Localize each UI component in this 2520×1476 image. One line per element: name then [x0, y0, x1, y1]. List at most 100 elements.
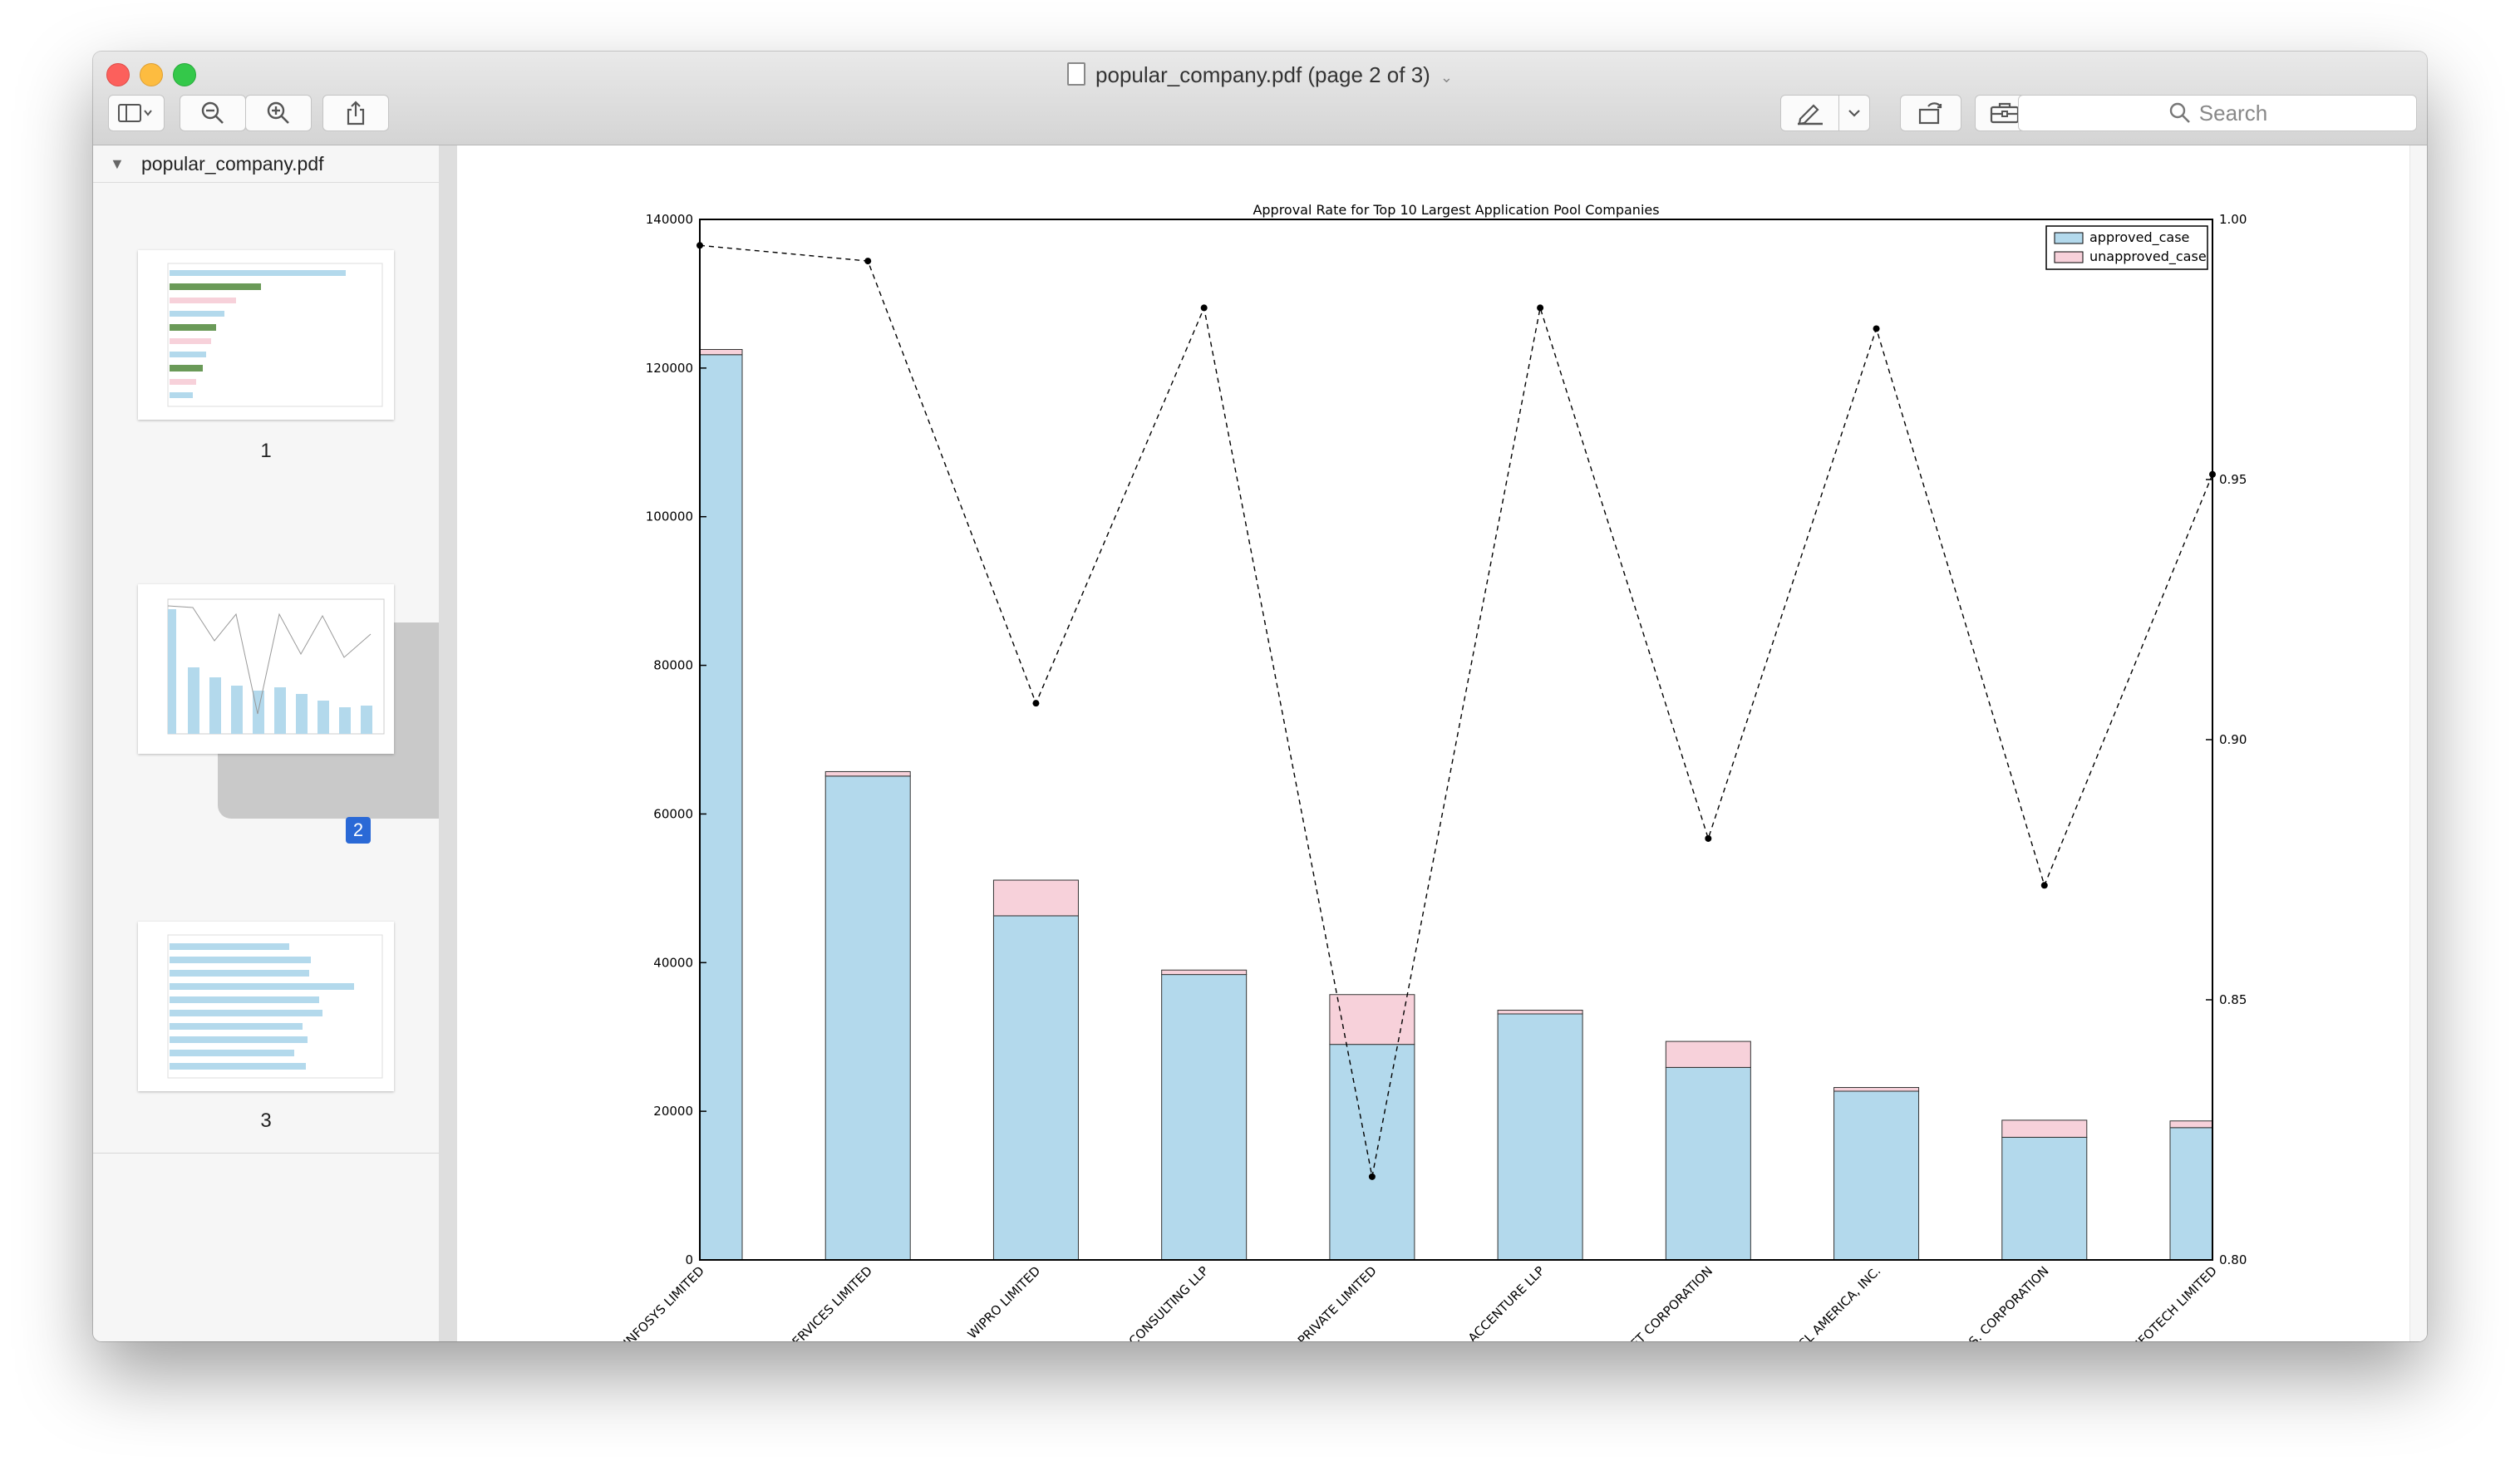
rate-point [2040, 882, 2048, 889]
x-tick-label: ACCENTURE LLP [1465, 1263, 1548, 1346]
rate-point [1873, 325, 1880, 332]
bar-unapproved_case [2169, 1120, 2213, 1129]
preview-window: popular_company.pdf (page 2 of 3) ⌄ [93, 52, 2427, 1341]
bar-approved_case [1161, 974, 1248, 1261]
legend-label-unapproved: unapproved_case [2089, 248, 2207, 265]
x-tick-label: WIPRO LIMITED [965, 1263, 1043, 1341]
y2-tick-label: 0.85 [2219, 992, 2247, 1007]
window-title[interactable]: popular_company.pdf (page 2 of 3) ⌄ [93, 60, 2427, 90]
page-thumbnail-label-2[interactable]: 2 [346, 817, 371, 844]
y2-tick-label: 0.90 [2219, 732, 2247, 747]
zoom-out-button[interactable] [180, 95, 246, 131]
bar-unapproved_case [1665, 1041, 1751, 1068]
sidebar-file-name: popular_company.pdf [141, 153, 324, 175]
rotate-icon [1918, 102, 1942, 125]
bar-approved_case [824, 775, 911, 1261]
bar-approved_case [699, 354, 743, 1261]
bar-unapproved_case [2001, 1119, 2088, 1138]
window-title-text: popular_company.pdf (page 2 of 3) [1095, 62, 1430, 87]
markup-pen-icon [1798, 104, 1823, 125]
approval-rate-line [699, 244, 2213, 1177]
rate-point [864, 258, 872, 265]
y-tick-label: 0 [685, 1252, 693, 1267]
markup-menu-button[interactable] [1838, 95, 1870, 131]
share-icon [347, 101, 365, 125]
rotate-button[interactable] [1900, 95, 1961, 131]
bar-unapproved_case [992, 879, 1079, 917]
legend-swatch-approved [2054, 232, 2084, 244]
thumbnail-sidebar: ▼ popular_company.pdf 1 [93, 145, 504, 1341]
legend-label-approved: approved_case [2089, 229, 2189, 246]
page-thumbnail-3[interactable] [138, 922, 394, 1091]
document-view[interactable] [457, 145, 2427, 1341]
plot-frame [699, 219, 2213, 1261]
x-tick-label: E CONSULTING LLP [1118, 1263, 1212, 1357]
y-tick-label: 20000 [653, 1104, 693, 1119]
title-bar: popular_company.pdf (page 2 of 3) ⌄ [93, 52, 2427, 145]
y-tick-label: 40000 [653, 955, 693, 970]
bar-approved_case [1665, 1066, 1751, 1261]
zoom-window-button[interactable] [173, 63, 196, 86]
bar-approved_case [1833, 1090, 1920, 1261]
zoom-in-button[interactable] [245, 95, 312, 131]
page-thumbnail-1[interactable] [138, 250, 394, 420]
x-tick-label: U.S. CORPORATION [1956, 1263, 2051, 1358]
search-placeholder: Search [2198, 100, 2268, 125]
search-field[interactable]: Search [2018, 95, 2417, 131]
markup-button[interactable] [1780, 95, 1840, 131]
bar-unapproved_case [824, 770, 911, 777]
y2-tick-label: 0.95 [2219, 472, 2247, 487]
search-icon [2169, 102, 2190, 123]
zoom-out-icon [201, 101, 224, 124]
x-tick-label: HCL AMERICA, INC. [1789, 1263, 1883, 1358]
title-chevron-down-icon[interactable]: ⌄ [1440, 69, 1453, 86]
bar-approved_case [1329, 1044, 1415, 1261]
page-thumbnail-2[interactable] [138, 584, 394, 754]
bar-unapproved_case [1161, 969, 1248, 976]
y-tick-label: 60000 [653, 806, 693, 821]
sidebar-file-row[interactable]: ▼ popular_company.pdf [93, 145, 439, 183]
zoom-in-icon [267, 101, 289, 124]
bar-unapproved_case [1329, 994, 1415, 1046]
minimize-window-button[interactable] [140, 63, 163, 86]
close-window-button[interactable] [106, 63, 130, 86]
document-scrollbar[interactable] [2409, 145, 2427, 1341]
bar-approved_case [2169, 1127, 2213, 1261]
bar-approved_case [2001, 1136, 2088, 1261]
pdf-document-icon [1067, 62, 1086, 86]
page-1-preview [167, 263, 383, 407]
y-tick-label: 80000 [653, 658, 693, 673]
bar-approved_case [992, 915, 1079, 1261]
sidebar-icon [118, 104, 152, 122]
page-2-preview [167, 598, 385, 735]
sidebar-toggle-button[interactable] [108, 95, 165, 131]
x-tick-label: INFOSYS LIMITED [621, 1263, 707, 1350]
legend-swatch-unapproved [2054, 251, 2084, 263]
rate-point [1032, 700, 1040, 707]
y-tick-label: 100000 [646, 509, 693, 524]
rate-point [1705, 834, 1712, 842]
sidebar-divider [93, 1153, 439, 1154]
chevron-down-icon [1848, 110, 1860, 117]
rate-point [1537, 304, 1544, 312]
chart-legend: approved_case unapproved_case [2045, 225, 2208, 270]
disclosure-triangle-icon[interactable]: ▼ [110, 155, 125, 172]
sidebar-split-divider[interactable] [439, 145, 457, 1341]
bar-unapproved_case [1833, 1087, 1920, 1092]
x-tick-label: SERVICES LIMITED [784, 1263, 875, 1355]
x-tick-label: SOFT CORPORATION [1615, 1263, 1715, 1364]
rate-point [1200, 304, 1208, 312]
y-tick-label: 120000 [646, 361, 693, 376]
bar-unapproved_case [1497, 1010, 1583, 1015]
y2-tick-label: 0.80 [2219, 1252, 2247, 1267]
bar-approved_case [1497, 1013, 1583, 1261]
y2-tick-label: 1.00 [2219, 212, 2247, 227]
page-thumbnail-label-3[interactable]: 3 [260, 1109, 272, 1132]
y-tick-label: 140000 [646, 212, 693, 227]
x-tick-label: A PRIVATE LIMITED [1286, 1263, 1379, 1356]
page-thumbnail-label-1[interactable]: 1 [260, 440, 272, 462]
share-button[interactable] [322, 95, 389, 131]
bar-unapproved_case [699, 349, 743, 356]
chart-title: Approval Rate for Top 10 Largest Applica… [1253, 202, 1659, 218]
